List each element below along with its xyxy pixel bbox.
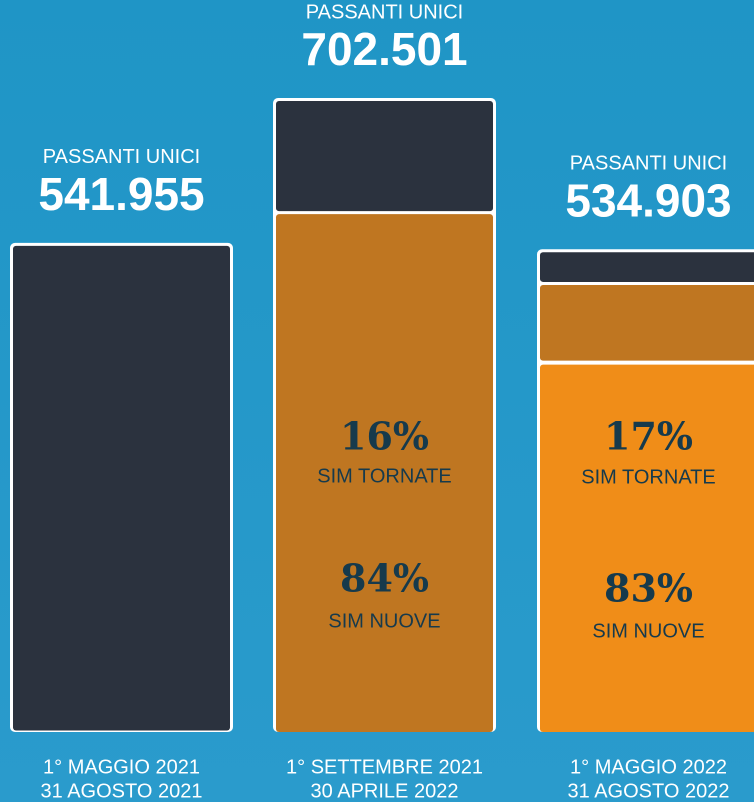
returning-name: SIM TORNATE — [581, 466, 715, 488]
value-label: 702.501 — [301, 23, 467, 75]
segment-dark — [13, 245, 230, 731]
value-label: 541.955 — [38, 168, 204, 220]
new-share: 84% — [340, 556, 429, 601]
new-share: 83% — [604, 566, 693, 611]
new-name: SIM NUOVE — [592, 620, 704, 642]
segment-brown — [540, 284, 754, 361]
period-label: 1° MAGGIO 2021 — [43, 756, 200, 778]
returning-share: 16% — [340, 414, 429, 459]
segment-dark — [276, 101, 493, 212]
period-label: 1° SETTEMBRE 2021 — [286, 756, 483, 778]
new-name: SIM NUOVE — [328, 610, 440, 632]
period-label: 31 AGOSTO 2021 — [41, 780, 203, 802]
value-title: PASSANTI UNICI — [570, 153, 727, 175]
returning-name: SIM TORNATE — [317, 465, 451, 487]
period-label: 1° MAGGIO 2022 — [570, 756, 727, 778]
value-title: PASSANTI UNICI — [306, 1, 463, 23]
period-label: 30 APRILE 2022 — [311, 780, 459, 802]
segment-brown — [276, 214, 493, 732]
value-label: 534.903 — [565, 174, 731, 226]
returning-share: 17% — [604, 414, 693, 459]
segment-dark — [540, 252, 754, 282]
period-label: 31 AGOSTO 2022 — [568, 780, 730, 802]
segment-orange — [540, 364, 754, 732]
value-title: PASSANTI UNICI — [43, 146, 200, 168]
